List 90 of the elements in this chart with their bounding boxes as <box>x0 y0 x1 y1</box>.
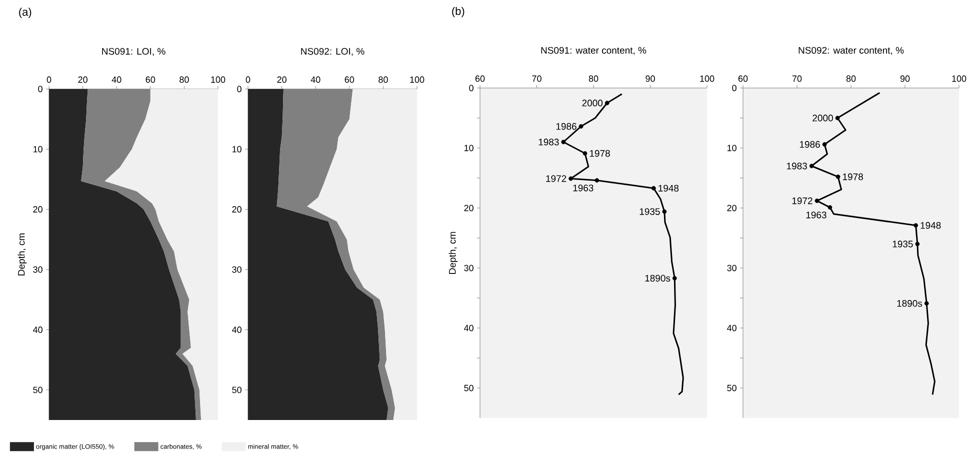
annotation: 1890s <box>897 300 922 307</box>
x-tick-label: 70 <box>532 75 542 82</box>
y-tick-label: 30 <box>33 266 42 273</box>
point <box>915 242 920 246</box>
point <box>568 176 574 181</box>
x-tick-label: 80 <box>378 76 388 83</box>
point <box>582 151 588 156</box>
point <box>651 186 656 190</box>
point <box>672 276 677 280</box>
point <box>814 198 820 203</box>
text: (a) <box>19 8 32 18</box>
y-tick-label: 40 <box>232 326 242 333</box>
x-tick-label: 100 <box>700 75 714 82</box>
x-tick-label: 60 <box>475 75 485 82</box>
annotation: 2000 <box>812 114 833 122</box>
point <box>828 205 832 210</box>
x-tick-label: 20 <box>277 76 286 83</box>
x-tick-label: 70 <box>792 75 802 82</box>
y-tick-label: 40 <box>464 324 474 332</box>
y-axis-title: Depth, cm <box>18 234 27 276</box>
annotation: 1978 <box>842 173 863 180</box>
y-tick-label: 40 <box>32 326 42 333</box>
point <box>578 124 584 129</box>
text: (b) <box>452 6 464 18</box>
point <box>809 164 814 168</box>
annotation: 1890s <box>645 274 670 282</box>
y-tick-label: 10 <box>727 144 736 152</box>
annotation: 1983 <box>786 162 807 170</box>
annotation: 1972 <box>792 197 812 204</box>
x-tick-label: 0 <box>46 76 52 83</box>
x-tick-label: 80 <box>846 75 856 82</box>
x-tick-label: 90 <box>646 75 655 82</box>
x-tick-label: 80 <box>588 75 598 82</box>
y-tick-label: 50 <box>33 386 42 394</box>
x-tick-label: 0 <box>246 76 250 83</box>
annotation: 1948 <box>920 222 941 229</box>
chart-title: NS091: LOI, % <box>102 48 166 56</box>
point <box>914 223 918 228</box>
y-tick-label: 40 <box>727 324 736 332</box>
point <box>836 174 840 179</box>
x-tick-label: 60 <box>344 76 354 83</box>
annotation: 1978 <box>590 150 610 157</box>
y-axis-title: Depth, cm <box>448 232 458 274</box>
y-tick-label: 0 <box>38 86 42 92</box>
y-tick-label: 10 <box>232 146 242 152</box>
y-tick-label: 20 <box>727 204 736 212</box>
y-tick-label: 10 <box>464 144 474 152</box>
point <box>822 142 827 147</box>
y-tick-label: 50 <box>727 384 736 392</box>
annotation: 1935 <box>640 208 660 215</box>
y-tick-label: 50 <box>464 384 474 392</box>
annotation: 1983 <box>538 138 559 146</box>
point <box>835 116 840 120</box>
y-tick-label: 20 <box>464 204 474 212</box>
x-tick-label: 90 <box>900 75 910 82</box>
annotation: 1963 <box>806 212 826 218</box>
x-tick-label: 60 <box>738 75 748 82</box>
y-tick-label: 10 <box>33 146 42 152</box>
x-tick-label: 100 <box>952 75 966 82</box>
x-tick-label: 40 <box>310 76 320 83</box>
point <box>604 100 610 106</box>
y-tick-label: 30 <box>464 264 474 272</box>
annotation: 1986 <box>556 123 576 130</box>
y-tick-label: 0 <box>469 84 474 92</box>
x-tick-label: 80 <box>180 76 189 83</box>
point <box>561 140 566 144</box>
x-tick-label: 60 <box>146 76 156 83</box>
y-tick-label: 0 <box>732 84 736 92</box>
annotation: 2000 <box>582 100 603 106</box>
x-tick-label: 40 <box>112 76 122 83</box>
chart-title: NS092: water content, % <box>798 46 904 55</box>
point <box>594 178 600 183</box>
annotation: 1948 <box>658 184 679 192</box>
annotation: 1963 <box>573 184 594 192</box>
annotation: 1935 <box>892 240 913 248</box>
chart-title: NS091: water content, % <box>541 46 646 55</box>
x-tick-label: 100 <box>410 76 424 83</box>
x-tick-label: 20 <box>78 76 88 83</box>
annotation: 1986 <box>800 141 820 148</box>
y-tick-label: 20 <box>33 206 42 213</box>
y-tick-label: 30 <box>727 264 736 272</box>
y-tick-label: 30 <box>232 266 242 273</box>
y-tick-label: 50 <box>232 386 242 394</box>
point <box>662 209 667 214</box>
y-tick-label: 20 <box>232 206 242 213</box>
point <box>924 301 929 306</box>
annotation: 1972 <box>546 175 566 182</box>
chart-title: NS092: LOI, % <box>301 48 364 56</box>
x-tick-label: 100 <box>211 76 226 83</box>
y-tick-label: 0 <box>237 86 242 92</box>
